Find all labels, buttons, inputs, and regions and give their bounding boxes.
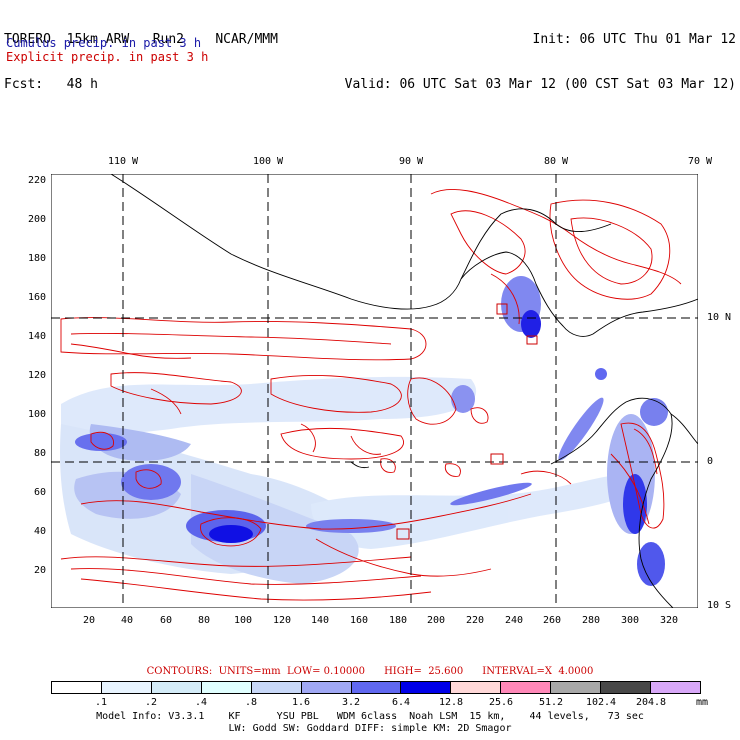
x-tick: 200 [426, 615, 446, 626]
lat-label-10n: 10 N [707, 312, 732, 323]
colorbar-tick: 3.2 [341, 697, 361, 708]
x-tick: 60 [159, 615, 173, 626]
colorbar-cell [401, 682, 452, 693]
x-tick: 100 [233, 615, 253, 626]
heavy-precip-cores [75, 276, 668, 586]
colorbar-cell [351, 682, 402, 693]
colorbar-tick: 51.2 [538, 697, 564, 708]
forecast-hour: Fcst: 48 h [4, 77, 98, 92]
y-tick: 200 [27, 214, 46, 225]
lon-label-100w: 100 W [252, 156, 284, 167]
x-tick: 140 [310, 615, 330, 626]
lat-lon-gridlines [51, 174, 698, 608]
x-tick: 260 [542, 615, 562, 626]
x-tick: 220 [465, 615, 485, 626]
colorbar-cell [601, 682, 652, 693]
colorbar-tick: .4 [194, 697, 208, 708]
y-tick: 60 [33, 487, 46, 498]
y-tick: 80 [33, 448, 46, 459]
x-tick: 180 [388, 615, 408, 626]
colorbar-cell [52, 682, 102, 693]
valid-time: Valid: 06 UTC Sat 03 Mar 12 (00 CST Sat … [344, 77, 736, 92]
station-markers [396, 303, 538, 540]
x-tick: 300 [620, 615, 640, 626]
colorbar-tick: .2 [144, 697, 158, 708]
colorbar-tick: 102.4 [585, 697, 617, 708]
x-tick: 20 [82, 615, 96, 626]
cumulus-legend-label: Cumulus precip. in past 3 h [6, 36, 202, 50]
colorbar-tick: 12.8 [438, 697, 464, 708]
lat-label-0: 0 [707, 456, 714, 467]
y-tick: 120 [27, 370, 46, 381]
y-tick: 160 [27, 292, 46, 303]
x-tick: 160 [349, 615, 369, 626]
model-run-title: TORERO 15km ARW Run2 NCAR/MMM [4, 32, 278, 47]
explicit-legend-label: Explicit precip. in past 3 h [6, 50, 209, 64]
y-tick: 100 [27, 409, 46, 420]
colorbar-cell [101, 682, 152, 693]
lon-label-80w: 80 W [543, 156, 569, 167]
model-info-line: Model Info: V3.3.1 KF YSU PBL WDM 6class… [96, 711, 644, 722]
colorbar-cell [251, 682, 302, 693]
lon-label-110w: 110 W [107, 156, 139, 167]
init-time: Init: 06 UTC Thu 01 Mar 12 [532, 32, 737, 47]
colorbar-cell [201, 682, 252, 693]
lat-label-10s: 10 S [707, 600, 732, 611]
x-tick: 240 [504, 615, 524, 626]
colorbar-tick: 25.6 [488, 697, 514, 708]
coastlines [110, 174, 698, 608]
precipitation-map [51, 174, 698, 608]
time-info: Init: 06 UTC Thu 01 Mar 12 Valid: 06 UTC… [345, 2, 736, 107]
x-tick: 320 [659, 615, 679, 626]
colorbar-tick: 1.6 [291, 697, 311, 708]
x-tick: 280 [581, 615, 601, 626]
colorbar-tick: .1 [94, 697, 108, 708]
colorbar-cell [151, 682, 202, 693]
lon-label-70w: 70 W [687, 156, 713, 167]
y-tick: 20 [33, 565, 46, 576]
y-tick: 220 [27, 175, 46, 186]
colorbar-tick: .8 [244, 697, 258, 708]
x-tick: 40 [120, 615, 134, 626]
lon-label-90w: 90 W [398, 156, 424, 167]
colorbar-cell [501, 682, 552, 693]
explicit-precip-contours [60, 189, 682, 601]
colorbar-tick: 204.8 [635, 697, 667, 708]
y-tick: 140 [27, 331, 46, 342]
colorbar-cell [451, 682, 502, 693]
y-tick: 180 [27, 253, 46, 264]
y-tick: 40 [33, 526, 46, 537]
colorbar-tick: 6.4 [391, 697, 411, 708]
colorbar-cell [651, 682, 700, 693]
colorbar-cell [551, 682, 602, 693]
physics-info-line: LW: Godd SW: Goddard DIFF: simple KM: 2D… [228, 723, 512, 734]
precip-colorbar [51, 681, 701, 694]
contours-info: CONTOURS: UNITS=mm LOW= 0.10000 HIGH= 25… [146, 666, 594, 677]
x-tick: 120 [272, 615, 292, 626]
colorbar-cell [301, 682, 352, 693]
run-info: TORERO 15km ARW Run2 NCAR/MMM Fcst: 48 h [4, 2, 278, 107]
x-tick: 80 [197, 615, 211, 626]
colorbar-units: mm [696, 697, 709, 708]
